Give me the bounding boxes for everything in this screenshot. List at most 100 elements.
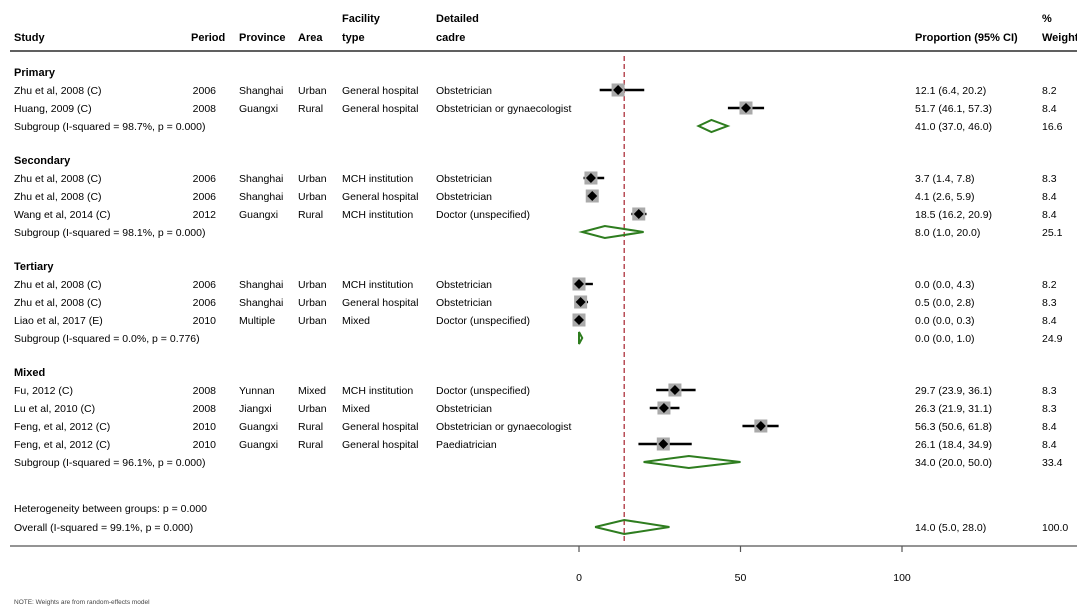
- table-rows: Primary Zhu et al, 2008 (C) 2006 Shanghai Ur…: [14, 67, 1068, 534]
- study-cadre: Doctor (unspecified): [436, 209, 530, 221]
- study-ci-text: 3.7 (1.4, 7.8): [915, 173, 975, 185]
- study-area: Rural: [298, 209, 323, 221]
- table-row: Zhu et al, 2008 (C) 2006 Shanghai Urban MCH …: [14, 279, 1057, 291]
- study-period: 2006: [193, 279, 217, 291]
- header-period: Period: [191, 32, 225, 44]
- overall-ci-text: 14.0 (5.0, 28.0): [915, 522, 986, 534]
- subgroup-label: Subgroup (I-squared = 96.1%, p = 0.000): [14, 457, 205, 469]
- study-area: Urban: [298, 297, 327, 309]
- study-facility: General hospital: [342, 297, 418, 309]
- study-cadre: Doctor (unspecified): [436, 385, 530, 397]
- study-period: 2010: [193, 421, 217, 433]
- study-area: Urban: [298, 191, 327, 203]
- x-tick-label: 50: [735, 572, 747, 584]
- study-weight: 8.3: [1042, 403, 1057, 415]
- study-period: 2006: [193, 173, 217, 185]
- study-name: Feng, et al, 2012 (C): [14, 439, 110, 451]
- study-facility: General hospital: [342, 191, 418, 203]
- study-facility: General hospital: [342, 439, 418, 451]
- study-weight: 8.4: [1042, 103, 1057, 115]
- header-proportion: Proportion (95% CI): [915, 32, 1018, 44]
- overall-label: Overall (I-squared = 99.1%, p = 0.000): [14, 522, 193, 534]
- study-cadre: Obstetrician: [436, 173, 492, 185]
- study-province: Shanghai: [239, 173, 283, 185]
- study-point-estimate: [755, 421, 766, 431]
- table-row: Huang, 2009 (C) 2008 Guangxi Rural General h…: [14, 103, 1057, 115]
- study-point-estimate: [740, 103, 751, 113]
- study-cadre: Obstetrician: [436, 297, 492, 309]
- study-point-estimate: [633, 209, 644, 219]
- study-facility: General hospital: [342, 85, 418, 97]
- group-heading: Primary: [14, 67, 56, 79]
- header-area: Area: [298, 32, 323, 44]
- study-period: 2008: [193, 103, 217, 115]
- study-cadre: Obstetrician: [436, 403, 492, 415]
- study-weight: 8.3: [1042, 385, 1057, 397]
- subgroup-label: Subgroup (I-squared = 98.7%, p = 0.000): [14, 121, 205, 133]
- study-name: Huang, 2009 (C): [14, 103, 92, 115]
- study-province: Guangxi: [239, 439, 278, 451]
- study-name: Zhu et al, 2008 (C): [14, 173, 102, 185]
- study-weight: 8.4: [1042, 191, 1057, 203]
- study-facility: MCH institution: [342, 279, 413, 291]
- table-row: Zhu et al, 2008 (C) 2006 Shanghai Urban Gene…: [14, 85, 1057, 97]
- study-province: Multiple: [239, 315, 275, 327]
- overall-weight: 100.0: [1042, 522, 1068, 534]
- study-cadre: Obstetrician or gynaecologist: [436, 103, 571, 115]
- study-province: Yunnan: [239, 385, 275, 397]
- study-name: Feng, et al, 2012 (C): [14, 421, 110, 433]
- study-weight: 8.4: [1042, 315, 1057, 327]
- table-row: Feng, et al, 2012 (C) 2010 Guangxi Rural Gen…: [14, 439, 1057, 451]
- study-point-estimate: [669, 385, 680, 395]
- study-name: Zhu et al, 2008 (C): [14, 297, 102, 309]
- study-ci-text: 18.5 (16.2, 20.9): [915, 209, 992, 221]
- group-heading: Tertiary: [14, 261, 54, 273]
- subgroup-ci-text: 34.0 (20.0, 50.0): [915, 457, 992, 469]
- study-period: 2010: [193, 439, 217, 451]
- subgroup-ci-text: 0.0 (0.0, 1.0): [915, 333, 975, 345]
- header-study: Study: [14, 32, 45, 44]
- study-ci-text: 0.0 (0.0, 4.3): [915, 279, 975, 291]
- study-area: Urban: [298, 85, 327, 97]
- study-point-estimate: [613, 85, 624, 95]
- study-name: Lu et al, 2010 (C): [14, 403, 95, 415]
- study-area: Rural: [298, 439, 323, 451]
- study-point-estimate: [658, 439, 669, 449]
- study-weight: 8.3: [1042, 173, 1057, 185]
- study-period: 2006: [193, 85, 217, 97]
- x-tick-label: 100: [893, 572, 911, 584]
- header-weight-line1: %: [1042, 13, 1052, 25]
- study-name: Fu, 2012 (C): [14, 385, 73, 397]
- study-province: Shanghai: [239, 297, 283, 309]
- study-point-estimate: [658, 403, 669, 413]
- header-province: Province: [239, 32, 285, 44]
- study-area: Urban: [298, 173, 327, 185]
- study-ci-text: 26.1 (18.4, 34.9): [915, 439, 992, 451]
- study-period: 2008: [193, 385, 217, 397]
- plot-marks: [572, 56, 779, 542]
- subgroup-diamond: [578, 331, 584, 345]
- table-row: Zhu et al, 2008 (C) 2006 Shanghai Urban Gene…: [14, 191, 1057, 203]
- study-area: Rural: [298, 103, 323, 115]
- header-facility-line2: type: [342, 32, 365, 44]
- study-weight: 8.2: [1042, 85, 1057, 97]
- study-name: Zhu et al, 2008 (C): [14, 85, 102, 97]
- overall-diamond: [594, 518, 670, 536]
- study-weight: 8.3: [1042, 297, 1057, 309]
- study-weight: 8.4: [1042, 209, 1057, 221]
- study-point-estimate: [574, 279, 584, 289]
- study-ci-text: 56.3 (50.6, 61.8): [915, 421, 992, 433]
- study-name: Zhu et al, 2008 (C): [14, 279, 102, 291]
- subgroup-label: Subgroup (I-squared = 98.1%, p = 0.000): [14, 227, 205, 239]
- subgroup-diamond: [696, 118, 731, 134]
- study-province: Jiangxi: [239, 403, 272, 415]
- study-province: Guangxi: [239, 103, 278, 115]
- study-ci-text: 29.7 (23.9, 36.1): [915, 385, 992, 397]
- study-facility: Mixed: [342, 315, 370, 327]
- study-ci-text: 4.1 (2.6, 5.9): [915, 191, 975, 203]
- table-row: Fu, 2012 (C) 2008 Yunnan Mixed MCH instituti…: [14, 385, 1057, 397]
- study-point-estimate: [575, 297, 586, 307]
- table-row: Lu et al, 2010 (C) 2008 Jiangxi Urban Mixed O…: [14, 403, 1057, 415]
- study-area: Mixed: [298, 385, 326, 397]
